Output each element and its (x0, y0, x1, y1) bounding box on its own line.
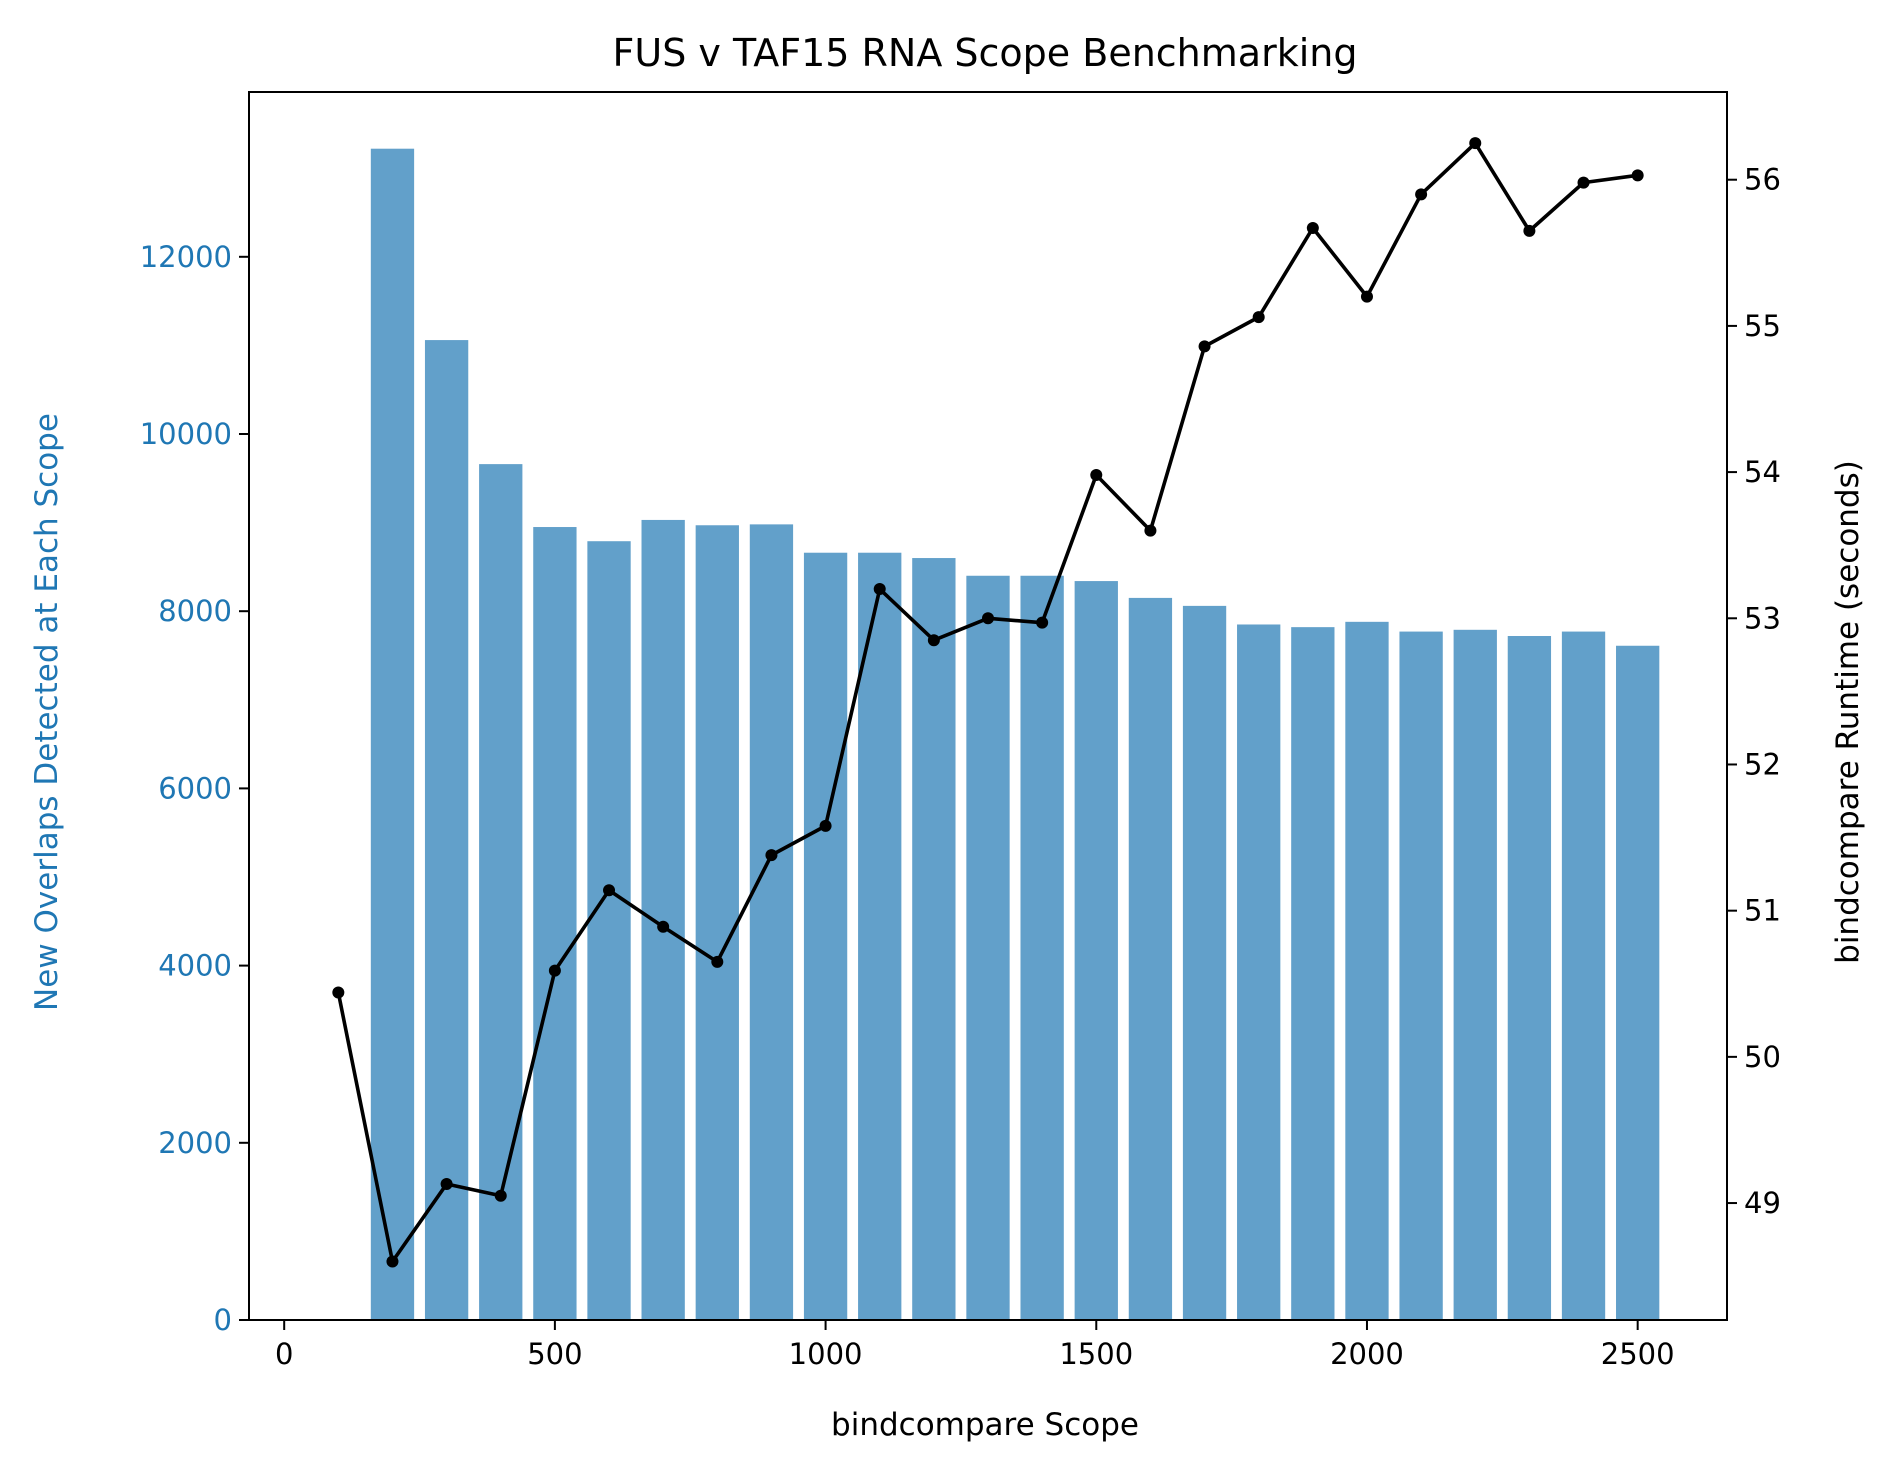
runtime-point (494, 1189, 507, 1202)
runtime-point (440, 1178, 453, 1191)
bar (1507, 636, 1552, 1320)
runtime-point (1144, 524, 1157, 537)
x-tick-label: 2500 (1601, 1337, 1675, 1371)
runtime-point (1631, 169, 1644, 182)
bar (370, 148, 415, 1320)
y-tick-label: 8000 (158, 594, 232, 628)
bar (1399, 631, 1443, 1320)
bar (695, 525, 739, 1320)
runtime-point (927, 634, 940, 647)
runtime-line-series (332, 137, 1644, 1268)
y2-axis-label: bindcompare Runtime (seconds) (1830, 460, 1866, 964)
y-tick-label: 2000 (158, 1126, 232, 1160)
runtime-point (711, 955, 724, 968)
y-tick-label: 6000 (158, 771, 232, 805)
x-tick-label: 1000 (789, 1337, 863, 1371)
y2-tick-label: 52 (1744, 747, 1781, 781)
runtime-point (765, 849, 778, 862)
bar (1453, 629, 1497, 1320)
chart-title: FUS v TAF15 RNA Scope Benchmarking (613, 31, 1358, 75)
y2-tick-label: 54 (1744, 455, 1781, 489)
runtime-point (1577, 176, 1590, 189)
runtime-point (1252, 311, 1265, 324)
bar (1237, 624, 1281, 1320)
y-tick-label: 4000 (158, 949, 232, 983)
bar (1182, 605, 1227, 1320)
bar (912, 558, 956, 1320)
runtime-point (1036, 616, 1049, 629)
y2-tick-label: 50 (1744, 1040, 1781, 1074)
runtime-point (603, 884, 616, 897)
runtime-point (1469, 137, 1482, 150)
x-tick-label: 1500 (1059, 1337, 1133, 1371)
y-tick-label: 10000 (140, 417, 232, 451)
bar (1616, 645, 1660, 1320)
y2-tick-label: 56 (1744, 163, 1781, 197)
runtime-point (1306, 221, 1319, 234)
y2-tick-label: 55 (1744, 309, 1781, 343)
y2-tick-label: 53 (1744, 601, 1781, 635)
runtime-point (982, 612, 994, 625)
bar (587, 541, 631, 1320)
y-tick-label: 12000 (140, 240, 232, 274)
y2-tick-label: 49 (1744, 1186, 1781, 1220)
plot-frame (248, 91, 1728, 1321)
bar (966, 575, 1010, 1320)
bar (641, 519, 685, 1320)
x-tick-label: 2000 (1330, 1337, 1404, 1371)
runtime-point (386, 1255, 399, 1268)
runtime-point (1198, 340, 1211, 353)
bar (1345, 621, 1389, 1320)
runtime-point (819, 819, 832, 832)
bar (1020, 575, 1064, 1320)
bar (533, 527, 577, 1320)
x-tick-label: 500 (527, 1337, 582, 1371)
runtime-point (332, 986, 345, 999)
runtime-point (548, 964, 561, 977)
runtime-point (873, 583, 886, 596)
y2-tick-label: 51 (1744, 894, 1781, 928)
runtime-point (1360, 290, 1373, 303)
bar (749, 524, 794, 1320)
bar (479, 464, 523, 1320)
bar (1561, 631, 1606, 1320)
x-axis-label: bindcompare Scope (831, 1407, 1139, 1443)
runtime-point (1523, 224, 1536, 237)
bar-series (370, 148, 1660, 1320)
bar (1128, 597, 1173, 1320)
bar (1291, 627, 1335, 1320)
bar (424, 340, 469, 1320)
y-axis-label: New Overlaps Detected at Each Scope (29, 413, 65, 1011)
runtime-point (1090, 469, 1103, 482)
y-tick-label: 0 (214, 1303, 232, 1337)
runtime-point (1415, 188, 1428, 201)
x-tick-label: 0 (275, 1337, 293, 1371)
bar (803, 552, 848, 1320)
axes: 0 500 1000 1500 2000 2500 0 2000 4000 6000 8000 100… (140, 91, 1781, 1371)
bar (858, 552, 902, 1320)
runtime-point (657, 920, 670, 933)
bar (1074, 581, 1118, 1320)
